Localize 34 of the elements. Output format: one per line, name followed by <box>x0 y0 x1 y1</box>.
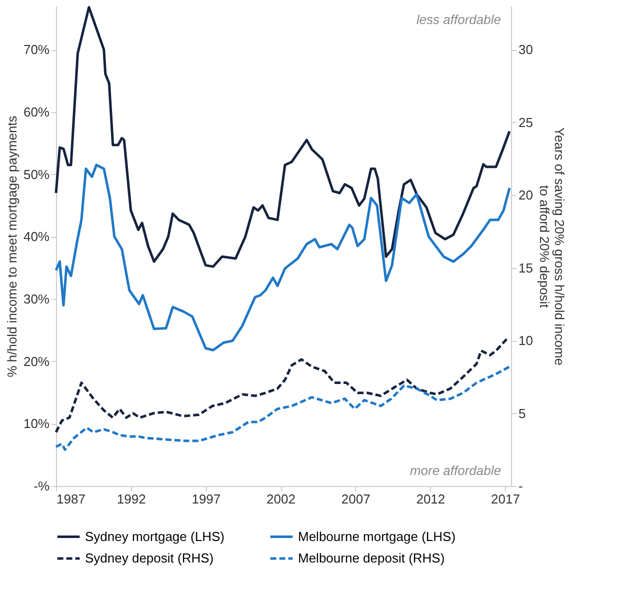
y-tick-label: 10% <box>23 416 50 432</box>
x-tick-label: 2017 <box>491 492 520 506</box>
x-tick-label: 1997 <box>192 492 221 506</box>
x-tick-label: 1992 <box>116 492 146 506</box>
y-tick-label: -% <box>34 478 50 494</box>
y2-axis-title: Years of saving 20% gross h/hold income to afford 20% deposit <box>536 128 567 366</box>
y2-tick-label: 15 <box>518 260 533 276</box>
y2-tick-label: 5 <box>518 406 526 421</box>
y-tick-label: 60% <box>23 104 50 120</box>
legend-label: Melbourne deposit (RHS) <box>298 550 445 566</box>
x-tick-label: 2012 <box>416 492 446 506</box>
x-tick-label: 2007 <box>341 492 370 506</box>
y2-tick-label: 20 <box>518 188 533 203</box>
y-tick-label: 30% <box>23 291 50 306</box>
line-series <box>54 336 510 434</box>
y2-tick-label: 30 <box>518 42 533 58</box>
line-series <box>54 365 511 451</box>
legend-label: Sydney deposit (RHS) <box>85 550 214 566</box>
legend-label: Melbourne mortgage (LHS) <box>298 528 456 544</box>
y2-tick-label: 25 <box>518 114 533 130</box>
annotation: more affordable <box>410 463 501 478</box>
x-tick-label: 1987 <box>56 492 86 506</box>
y-tick-label: 70% <box>23 42 50 58</box>
line-series <box>54 6 511 268</box>
y2-tick-label: 10 <box>518 333 533 348</box>
line-series <box>54 164 511 352</box>
legend-label: Sydney mortgage (LHS) <box>85 528 224 544</box>
y-tick-label: 50% <box>23 166 50 182</box>
y-tick-label: 40% <box>23 229 50 244</box>
y-tick-label: 20% <box>23 354 50 369</box>
annotation: less affordable <box>416 12 501 27</box>
x-tick-label: 2002 <box>266 492 296 506</box>
y2-tick-label: - <box>518 478 523 494</box>
y-axis-title: % h/hold income to meet mortgage payments <box>4 115 20 378</box>
